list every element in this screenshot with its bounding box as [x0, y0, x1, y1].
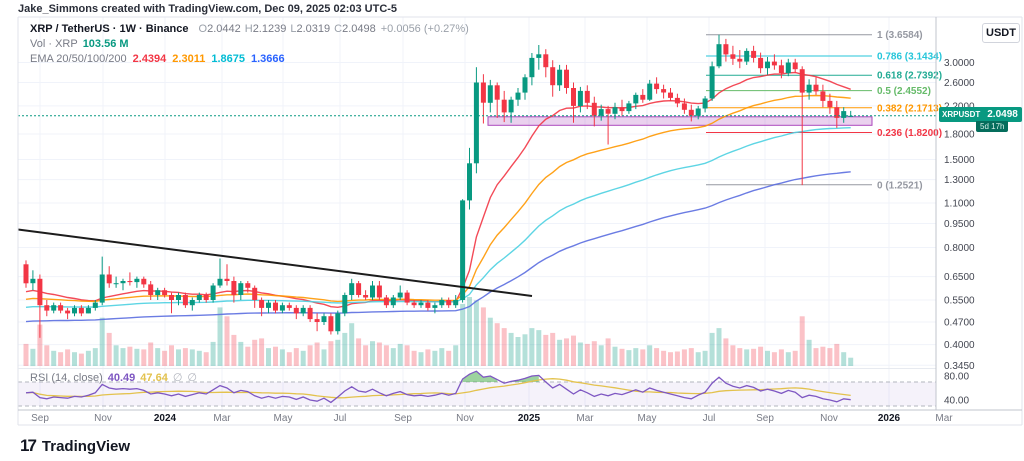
rsi-value: 40.49 [107, 372, 136, 384]
rsi-ma-line[interactable] [25, 378, 851, 399]
volume-legend-row[interactable]: Vol · XRP 103.56 M [30, 37, 469, 51]
ema200-value: 1.3666 [251, 53, 285, 65]
svg-text:0.3450: 0.3450 [944, 361, 975, 372]
svg-text:Sep: Sep [394, 413, 412, 424]
tradingview-logo[interactable]: 17 TradingView [20, 436, 130, 456]
chart-legend: XRP / TetherUS · 1W · Binance O2.0442 H2.1… [30, 22, 469, 67]
svg-text:Nov: Nov [94, 413, 112, 424]
pane-borders [17, 16, 1023, 426]
svg-text:0.382 (2.1713): 0.382 (2.1713) [877, 103, 942, 114]
change-value: +0.0056 (+0.27%) [380, 23, 469, 35]
volume-value: 103.56 M [82, 38, 129, 50]
svg-text:0.4700: 0.4700 [944, 318, 975, 329]
close-value: 2.0498 [342, 23, 376, 35]
svg-text:40.00: 40.00 [944, 396, 969, 407]
ema50-value: 2.3011 [172, 53, 206, 65]
svg-text:0.8000: 0.8000 [944, 243, 975, 254]
tradingview-logo-text: TradingView [41, 437, 131, 455]
svg-text:80.00: 80.00 [944, 372, 969, 383]
svg-text:0.786 (3.1434): 0.786 (3.1434) [877, 52, 942, 63]
svg-text:2024: 2024 [154, 413, 177, 424]
bar-countdown-badge: 5d 17h [976, 121, 1009, 132]
svg-text:May: May [638, 413, 657, 424]
rsi-empty-1: ∅ [172, 372, 183, 384]
close-label: C [334, 23, 343, 35]
ema50-line[interactable] [25, 94, 851, 303]
last-price-badges[interactable]: XRPUSDT 2.0498 [939, 107, 1022, 122]
ema200-line[interactable] [25, 171, 851, 323]
high-value: 2.1239 [252, 23, 287, 35]
svg-text:1.1000: 1.1000 [944, 199, 975, 210]
volume-label: Vol · XRP [30, 38, 78, 50]
time-scale[interactable]: Sep Nov 2024 Mar May Jul Sep Nov 2025 Mar May Jul Se… [31, 413, 953, 424]
svg-text:0.618 (2.7392): 0.618 (2.7392) [877, 71, 942, 82]
rsi-line[interactable] [25, 370, 851, 404]
symbol-title: XRP / TetherUS · 1W · Binance [30, 23, 189, 35]
rsi-legend-row[interactable]: RSI (14, close) 40.49 47.64 ∅ ∅ [30, 371, 197, 384]
symbol-tag-badge[interactable]: XRPUSDT [939, 107, 984, 122]
svg-text:0.9500: 0.9500 [944, 219, 975, 230]
high-label: H [244, 23, 253, 35]
svg-text:Nov: Nov [456, 413, 474, 424]
svg-text:0.5 (2.4552): 0.5 (2.4552) [877, 86, 931, 97]
volume-series [23, 297, 854, 367]
ema-legend-row[interactable]: EMA 20/50/100/200 2.4394 2.3011 1.8675 1.366… [30, 52, 469, 66]
open-label: O [198, 23, 208, 35]
price-scale[interactable]: 3.0000 2.6000 2.2000 1.8000 1.5000 1.3000 1.10… [944, 58, 975, 407]
rsi-label: RSI (14, close) [30, 372, 103, 384]
svg-text:0.5500: 0.5500 [944, 296, 975, 307]
currency-toggle-button[interactable]: USDT [982, 23, 1020, 43]
rsi-band [18, 382, 936, 406]
svg-text:1.5000: 1.5000 [944, 155, 975, 166]
svg-text:0.4000: 0.4000 [944, 340, 975, 351]
support-zone[interactable] [487, 116, 873, 126]
svg-text:Jul: Jul [703, 413, 716, 424]
rsi-empty-2: ∅ [187, 372, 197, 384]
tradingview-logo-icon: 17 [20, 436, 37, 455]
svg-text:1.8000: 1.8000 [944, 130, 975, 141]
svg-text:0.236 (1.8200): 0.236 (1.8200) [877, 128, 942, 139]
low-value: 2.0319 [296, 23, 331, 35]
ema100-value: 1.8675 [211, 53, 245, 65]
svg-text:1.3000: 1.3000 [944, 175, 975, 186]
svg-text:3.0000: 3.0000 [944, 58, 975, 69]
symbol-legend-row[interactable]: XRP / TetherUS · 1W · Binance O2.0442 H2.1… [30, 22, 469, 36]
ema20-value: 2.4394 [132, 53, 167, 65]
rsi-ma-value: 47.64 [140, 372, 168, 384]
svg-text:Jul: Jul [334, 413, 347, 424]
open-value: 2.0442 [207, 23, 241, 35]
candlestick-series [23, 34, 854, 338]
svg-text:Sep: Sep [31, 413, 49, 424]
svg-text:2.6000: 2.6000 [944, 78, 975, 89]
svg-text:Mar: Mar [576, 413, 594, 424]
svg-text:0.6500: 0.6500 [944, 272, 975, 283]
svg-text:Mar: Mar [935, 413, 953, 424]
svg-text:2.2000: 2.2000 [944, 101, 975, 112]
svg-text:0 (1.2521): 0 (1.2521) [877, 180, 923, 191]
svg-text:2026: 2026 [878, 413, 901, 424]
last-price-badge[interactable]: 2.0498 [983, 107, 1022, 122]
svg-text:Nov: Nov [820, 413, 838, 424]
svg-text:2025: 2025 [518, 413, 541, 424]
ema100-line[interactable] [25, 127, 851, 308]
svg-text:Mar: Mar [213, 413, 231, 424]
svg-text:1 (3.6584): 1 (3.6584) [877, 30, 923, 41]
trendline[interactable] [17, 228, 533, 297]
ema-label: EMA 20/50/100/200 [30, 53, 127, 65]
attribution-text: Jake_Simmons created with TradingView.co… [18, 3, 398, 15]
svg-text:May: May [274, 413, 293, 424]
low-label: L [290, 23, 297, 35]
svg-text:Sep: Sep [756, 413, 774, 424]
fib-retracement[interactable]: 1 (3.6584) 0.786 (3.1434) 0.618 (2.7392) 0.… [706, 30, 942, 191]
